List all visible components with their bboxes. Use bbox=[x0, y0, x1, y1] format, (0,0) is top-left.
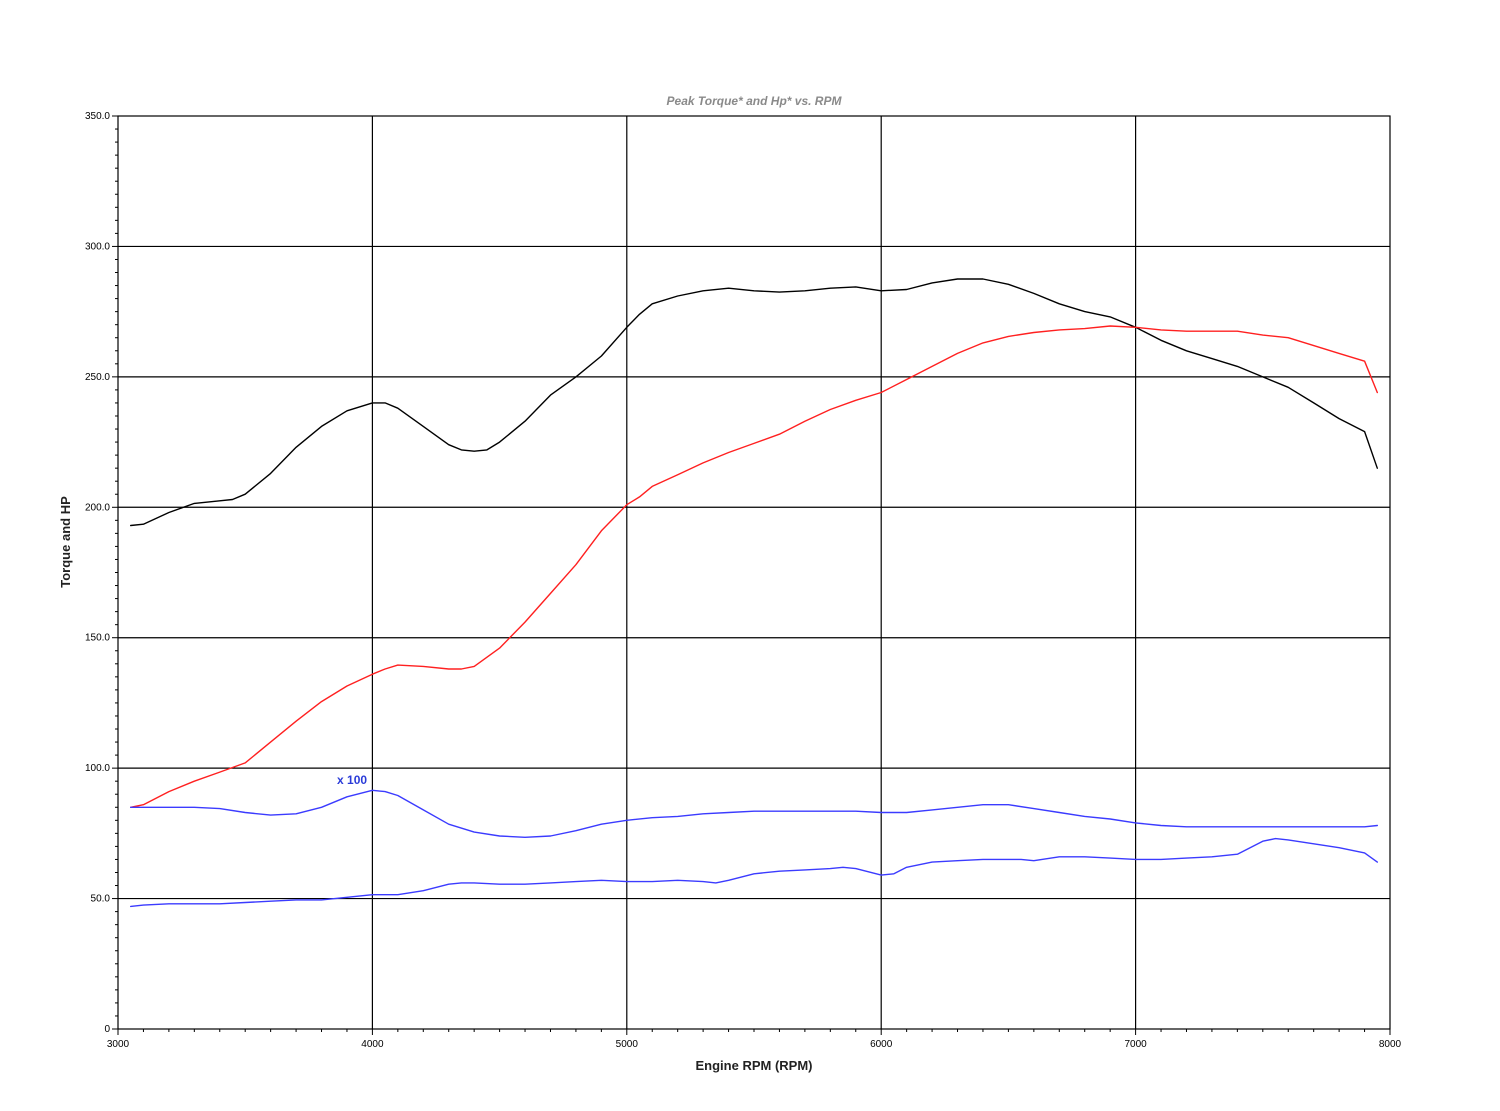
y-tick-label-2: 100.0 bbox=[85, 763, 110, 774]
series-line-0 bbox=[129, 278, 1379, 527]
series-line-2 bbox=[129, 789, 1379, 838]
annotations: x 100 bbox=[337, 773, 367, 787]
y-tick-labels: 0 50.0 100.0 150.0 200.0 250.0 300.0 350.0 bbox=[85, 111, 110, 1035]
annotation-0: x 100 bbox=[337, 773, 367, 787]
y-tick-label-5: 250.0 bbox=[85, 372, 110, 383]
plot-area bbox=[118, 116, 1390, 1029]
x-tick-label-1: 4000 bbox=[361, 1039, 384, 1050]
x-tick-label-4: 7000 bbox=[1124, 1039, 1147, 1050]
chart-title: Peak Torque* and Hp* vs. RPM bbox=[667, 94, 843, 108]
x-tick-labels: 3000 4000 5000 6000 7000 8000 bbox=[107, 1039, 1402, 1050]
y-tick-label-7: 350.0 bbox=[85, 111, 110, 122]
x-tick-label-5: 8000 bbox=[1379, 1039, 1402, 1050]
x-tick-label-0: 3000 bbox=[107, 1039, 130, 1050]
x-axis-label: Engine RPM (RPM) bbox=[696, 1058, 813, 1073]
x-tick-label-2: 5000 bbox=[616, 1039, 639, 1050]
series-line-1 bbox=[129, 325, 1379, 808]
series-layer bbox=[129, 278, 1379, 908]
y-tick-label-4: 200.0 bbox=[85, 502, 110, 513]
y-tick-label-3: 150.0 bbox=[85, 633, 110, 644]
x-tick-label-3: 6000 bbox=[870, 1039, 893, 1050]
plot-frame bbox=[117, 115, 1391, 1030]
y-tick-label-0: 0 bbox=[104, 1024, 110, 1035]
y-tick-label-6: 300.0 bbox=[85, 241, 110, 252]
series-line-3 bbox=[129, 837, 1379, 908]
y-tick-label-1: 50.0 bbox=[91, 894, 111, 905]
y-axis-label: Torque and HP bbox=[58, 496, 73, 588]
